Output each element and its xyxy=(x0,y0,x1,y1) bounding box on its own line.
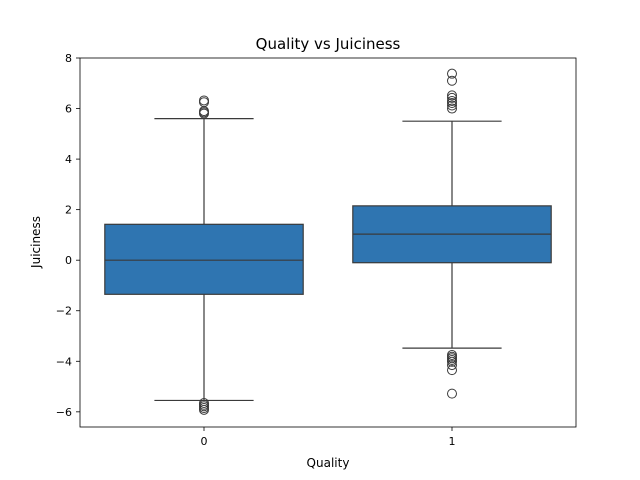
y-tick-label: −6 xyxy=(56,406,72,419)
outlier-point xyxy=(447,388,457,399)
x-axis-label: Quality xyxy=(307,456,350,470)
y-tick-label: 6 xyxy=(65,103,72,116)
outlier-point xyxy=(447,349,457,360)
x-tick-label: 0 xyxy=(201,435,208,448)
outlier-point xyxy=(199,95,209,106)
outlier-point xyxy=(447,95,457,106)
outlier-point xyxy=(447,75,457,86)
x-tick-label: 1 xyxy=(449,435,456,448)
outlier-point xyxy=(447,92,457,103)
y-tick-label: 2 xyxy=(65,204,72,217)
plot-frame xyxy=(79,57,577,428)
y-tick-label: −4 xyxy=(56,355,72,368)
outlier-point xyxy=(447,90,457,101)
chart-title: Quality vs Juiciness xyxy=(256,35,401,53)
y-axis-label: Juiciness xyxy=(29,216,43,269)
outlier-point xyxy=(447,103,457,114)
outlier-point xyxy=(447,68,457,79)
outlier-point xyxy=(447,100,457,111)
y-tick-label: 4 xyxy=(65,153,72,166)
outlier-point xyxy=(447,365,457,376)
y-tick-label: 8 xyxy=(65,52,72,65)
outlier-point xyxy=(199,404,209,415)
plot-area: −6 −4 −2 0 2 4 6 8 0 1 xyxy=(56,52,577,448)
outlier-point xyxy=(447,360,457,371)
y-tick-label: 0 xyxy=(65,254,72,267)
y-tick-label: −2 xyxy=(56,305,72,318)
box-iqr xyxy=(104,223,304,295)
